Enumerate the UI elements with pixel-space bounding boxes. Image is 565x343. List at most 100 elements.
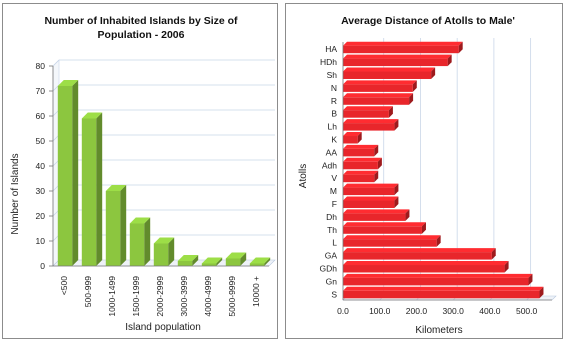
- bar-end: [374, 144, 379, 157]
- x-tick-label: 0.0: [337, 306, 349, 316]
- bar: [343, 209, 410, 221]
- bar-top: [153, 237, 175, 244]
- x-tick-label: 300.0: [443, 306, 465, 316]
- chart-title-line-1: Number of Inhabited Islands by Size of: [44, 15, 238, 27]
- chart-title: Average Distance of Atolls to Male': [341, 15, 515, 27]
- distance-bar-chart: Average Distance of Atolls to Male' Atol…: [298, 15, 557, 336]
- x-tick-label: 3000-3999: [179, 276, 189, 317]
- bar-side: [120, 185, 127, 266]
- bar-end: [491, 248, 496, 260]
- bar: [57, 80, 79, 266]
- population-chart-panel: Number of Inhabited Islands by Size of P…: [2, 3, 278, 339]
- bar-top: [343, 106, 393, 111]
- bar: [343, 67, 436, 79]
- bar: [343, 157, 382, 170]
- bar-top: [343, 41, 463, 46]
- x-tick-label: 10000 +: [251, 276, 261, 307]
- bar: [343, 170, 379, 183]
- bar-top: [177, 255, 199, 261]
- bar: [343, 183, 399, 196]
- bar-front: [343, 97, 410, 105]
- y-tick-label: F: [332, 199, 337, 209]
- bar-front: [343, 187, 395, 196]
- bar: [129, 217, 151, 266]
- bar-front: [343, 174, 375, 183]
- bar: [343, 196, 399, 208]
- bar-front: [343, 123, 395, 131]
- bar-side: [96, 112, 103, 266]
- y-tick-label: 30: [36, 186, 46, 196]
- bar: [343, 286, 544, 299]
- bar-top: [201, 257, 223, 264]
- bar-front: [225, 258, 241, 266]
- bar-top: [343, 157, 382, 162]
- y-axis-label: Number of Islands: [10, 153, 21, 234]
- x-tick-label: 4000-4999: [203, 276, 213, 317]
- bar-top: [343, 209, 410, 214]
- bar-top: [225, 252, 247, 259]
- bar-front: [177, 261, 193, 266]
- x-tick-label: 500.0: [516, 306, 538, 316]
- bar: [153, 237, 175, 266]
- y-tick-label: 50: [36, 136, 46, 146]
- bar: [343, 235, 441, 247]
- y-tick-label: 20: [36, 211, 46, 221]
- bar-front: [105, 191, 121, 266]
- bar: [81, 112, 103, 266]
- bar-top: [343, 196, 399, 201]
- y-tick-label: Gn: [326, 276, 338, 286]
- bar-end: [374, 170, 379, 183]
- x-axis-label: Island population: [125, 322, 201, 333]
- x-tick-label: 100.0: [369, 306, 391, 316]
- x-tick-label: 5000-9999: [227, 276, 237, 317]
- y-tick-label: R: [331, 96, 337, 106]
- bar: [177, 255, 199, 266]
- x-tick-label: 1000-1499: [107, 276, 117, 317]
- x-axis-label: Kilometers: [415, 325, 462, 336]
- bar: [343, 261, 509, 273]
- y-tick-label: 40: [36, 161, 46, 171]
- y-tick-label: B: [331, 109, 337, 119]
- bar-end: [431, 67, 436, 79]
- bar-side: [72, 80, 79, 266]
- y-tick-label: Adh: [322, 160, 337, 170]
- y-tick-label: N: [331, 83, 337, 93]
- bar-end: [377, 157, 382, 170]
- bar-end: [388, 106, 393, 118]
- bar-front: [343, 84, 413, 92]
- bar: [343, 273, 533, 286]
- bar-top: [343, 261, 509, 266]
- bar-top: [343, 132, 362, 137]
- bar-side: [264, 257, 271, 266]
- bar-front: [343, 265, 505, 273]
- bar-side: [168, 237, 175, 266]
- y-tick-label: Dh: [326, 212, 337, 222]
- x-tick-label: 200.0: [406, 306, 428, 316]
- population-bar-chart: Number of Inhabited Islands by Size of P…: [10, 15, 276, 333]
- bar-front: [57, 86, 73, 266]
- bar-front: [343, 136, 358, 144]
- bar-end: [357, 132, 362, 144]
- y-tick-label: S: [331, 289, 337, 299]
- bar-top: [249, 257, 271, 264]
- y-tick-label: Lh: [328, 122, 338, 132]
- y-tick-label: 0: [40, 261, 45, 271]
- y-tick-label: HDh: [320, 57, 337, 67]
- bar-side: [240, 252, 247, 266]
- bar-top: [343, 170, 379, 175]
- y-tick-label: 80: [36, 61, 46, 71]
- bar-front: [153, 243, 169, 266]
- y-tick-label: GDh: [320, 263, 338, 273]
- y-axis-label: Atolls: [298, 164, 309, 188]
- bar: [343, 41, 463, 54]
- bar: [343, 93, 414, 105]
- chart-title-line-2: Population - 2006: [98, 29, 185, 41]
- bar: [343, 248, 496, 260]
- bar-front: [343, 161, 378, 170]
- bar-top: [343, 183, 399, 188]
- bar: [343, 106, 393, 118]
- bar-top: [57, 80, 79, 86]
- bar-end: [394, 196, 399, 208]
- bar: [343, 222, 426, 234]
- bar-front: [343, 290, 540, 299]
